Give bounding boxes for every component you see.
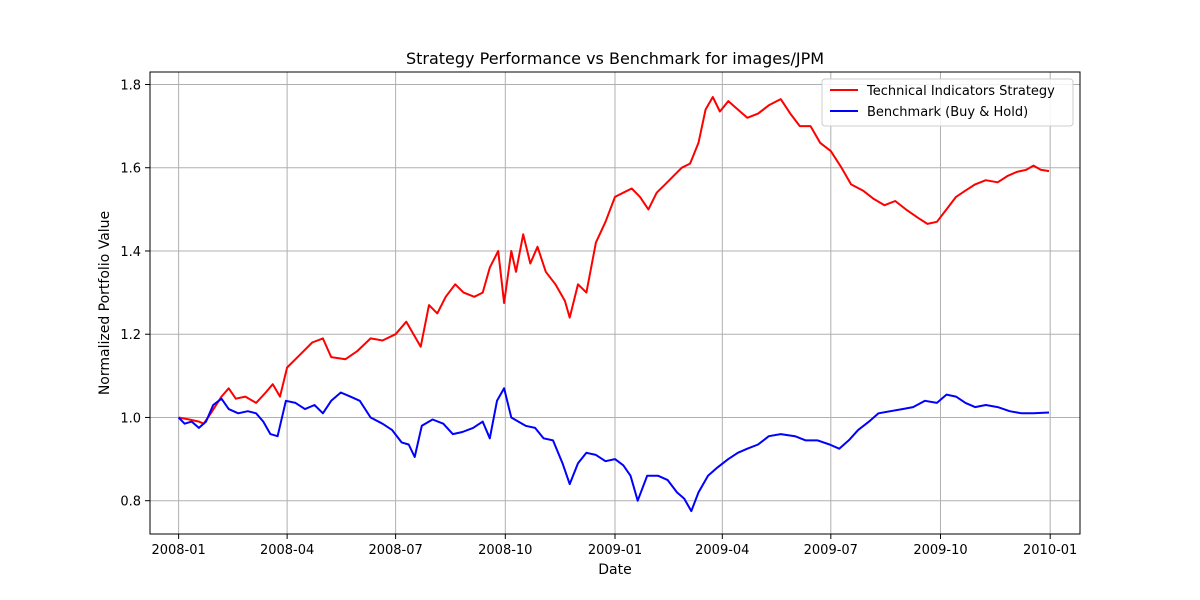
x-axis-label: Date <box>598 562 631 578</box>
legend-box <box>821 78 1074 127</box>
y-axis-label: Normalized Portfolio Value <box>97 211 113 395</box>
y-tick-label: 1.2 <box>120 328 141 343</box>
x-tick-label: 2008-07 <box>368 543 422 558</box>
x-tick-label: 2008-10 <box>478 543 532 558</box>
y-tick-label: 1.8 <box>120 78 141 93</box>
legend: Technical Indicators Strategy Benchmark … <box>821 78 1074 127</box>
chart-title: Strategy Performance vs Benchmark for im… <box>406 49 824 68</box>
y-axis: 0.8 1.0 1.2 1.4 1.6 1.8 <box>120 78 150 510</box>
x-tick-label: 2010-01 <box>1023 543 1077 558</box>
y-tick-label: 1.0 <box>120 411 141 426</box>
y-tick-label: 0.8 <box>120 495 141 510</box>
legend-label-benchmark: Benchmark (Buy & Hold) <box>867 105 1028 120</box>
x-tick-label: 2009-07 <box>804 543 858 558</box>
y-tick-label: 1.4 <box>120 245 141 260</box>
x-tick-label: 2009-01 <box>588 543 642 558</box>
grid <box>150 72 1080 534</box>
x-tick-label: 2008-04 <box>260 543 314 558</box>
series-layer <box>177 96 1050 513</box>
series-line-benchmark <box>177 387 1050 513</box>
series-line-strategy <box>178 96 1050 425</box>
legend-label-strategy: Technical Indicators Strategy <box>866 84 1055 99</box>
x-axis: 2008-01 2008-04 2008-07 2008-10 2009-01 2009-… <box>151 534 1077 558</box>
x-tick-label: 2009-04 <box>695 543 749 558</box>
x-tick-label: 2008-01 <box>151 543 205 558</box>
x-tick-label: 2009-10 <box>913 543 967 558</box>
y-tick-label: 1.6 <box>120 162 141 177</box>
